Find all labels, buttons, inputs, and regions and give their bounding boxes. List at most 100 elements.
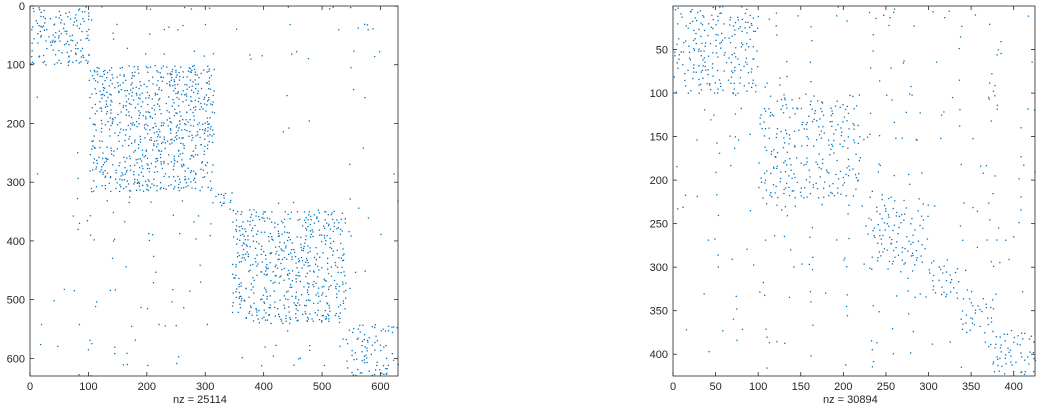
- nonzero-dot: [247, 253, 249, 255]
- nonzero-dot: [149, 139, 151, 141]
- nonzero-dot: [239, 307, 242, 309]
- nonzero-dot: [882, 251, 884, 253]
- nonzero-dot: [67, 61, 69, 63]
- nonzero-dot: [136, 182, 138, 184]
- nonzero-dot: [231, 305, 234, 307]
- nonzero-dot: [93, 158, 96, 160]
- nonzero-dot: [956, 268, 959, 270]
- nonzero-dot: [53, 41, 55, 43]
- nonzero-dot: [331, 212, 333, 214]
- nonzero-dot: [102, 164, 104, 166]
- nonzero-dot: [249, 305, 252, 307]
- nonzero-dot: [249, 269, 251, 271]
- nonzero-dot: [709, 83, 711, 85]
- nonzero-dot: [60, 62, 62, 65]
- nonzero-dot: [785, 129, 787, 131]
- nonzero-dot: [1021, 356, 1023, 358]
- nonzero-dot: [287, 298, 289, 301]
- nonzero-dot: [711, 67, 714, 69]
- nonzero-dot: [741, 328, 744, 331]
- nonzero-dot: [238, 297, 240, 299]
- nonzero-dot: [157, 103, 159, 105]
- nonzero-dot: [162, 76, 164, 79]
- nonzero-dot: [264, 319, 267, 321]
- nonzero-dot: [125, 266, 127, 268]
- nonzero-dot: [202, 108, 204, 110]
- nonzero-dot: [343, 271, 345, 273]
- nonzero-dot: [794, 146, 796, 148]
- nonzero-dot: [872, 34, 874, 36]
- nonzero-dot: [779, 84, 781, 86]
- nonzero-dot: [198, 77, 200, 79]
- nonzero-dot: [253, 302, 255, 304]
- nonzero-dot: [278, 282, 280, 284]
- nonzero-dot: [123, 156, 125, 158]
- nonzero-dot: [208, 97, 210, 99]
- nonzero-dot: [223, 194, 225, 197]
- x-tick-label: 300: [919, 381, 937, 393]
- nonzero-dot: [729, 16, 732, 19]
- nonzero-dot: [251, 314, 253, 316]
- nonzero-dot: [261, 365, 263, 367]
- nonzero-dot: [192, 111, 194, 114]
- nonzero-dot: [921, 261, 923, 263]
- nonzero-dot: [734, 66, 736, 68]
- nonzero-dot: [177, 92, 179, 94]
- nonzero-dot: [48, 36, 50, 38]
- nonzero-dot: [157, 80, 159, 82]
- nonzero-dot: [193, 106, 195, 109]
- nonzero-dot: [55, 32, 57, 34]
- nonzero-dot: [740, 42, 743, 44]
- nonzero-dot: [956, 297, 959, 299]
- nonzero-dot: [147, 164, 149, 166]
- nonzero-dot: [191, 100, 193, 102]
- nonzero-dot: [99, 140, 101, 142]
- nonzero-dot: [241, 228, 243, 230]
- y-tick-label: 100: [650, 88, 668, 100]
- nonzero-dot: [145, 116, 147, 118]
- nonzero-dot: [175, 126, 178, 128]
- nonzero-dot: [721, 32, 723, 34]
- nonzero-dot: [341, 212, 344, 214]
- nonzero-dot: [32, 26, 34, 28]
- nonzero-dot: [254, 224, 256, 227]
- nonzero-dot: [242, 221, 244, 223]
- nonzero-dot: [954, 271, 957, 274]
- nonzero-dot: [213, 133, 215, 135]
- nonzero-dot: [840, 193, 842, 195]
- nonzero-dot: [154, 122, 156, 125]
- nonzero-dot: [295, 317, 297, 319]
- nonzero-dot: [802, 121, 804, 123]
- nonzero-dot: [921, 172, 923, 174]
- nonzero-dot: [309, 299, 311, 302]
- nonzero-dot: [113, 238, 116, 240]
- nonzero-dot: [237, 252, 239, 254]
- nonzero-dot: [740, 46, 743, 48]
- nonzero-dot: [94, 103, 96, 106]
- nonzero-dot: [197, 83, 199, 85]
- nonzero-dot: [741, 6, 743, 8]
- nonzero-dot: [238, 277, 240, 280]
- nonzero-dot: [51, 41, 53, 43]
- nonzero-dot: [96, 71, 98, 73]
- nonzero-dot: [818, 134, 821, 136]
- nonzero-dot: [184, 170, 186, 172]
- nonzero-dot: [763, 121, 765, 123]
- nonzero-dot: [788, 194, 791, 197]
- nonzero-dot: [89, 154, 91, 156]
- nonzero-dot: [821, 203, 823, 206]
- nonzero-dot: [685, 25, 687, 27]
- nonzero-dot: [992, 308, 995, 310]
- nonzero-dot: [988, 96, 990, 99]
- nonzero-dot: [147, 179, 149, 181]
- nonzero-dot: [191, 139, 193, 141]
- nonzero-dot: [147, 125, 149, 127]
- nonzero-dot: [857, 124, 859, 127]
- nonzero-dot: [748, 46, 750, 48]
- nonzero-dot: [299, 218, 301, 220]
- nonzero-dot: [809, 193, 812, 195]
- nonzero-dot: [38, 25, 40, 27]
- nonzero-dot: [157, 136, 159, 138]
- nonzero-dot: [203, 150, 205, 152]
- nonzero-dot: [274, 222, 276, 224]
